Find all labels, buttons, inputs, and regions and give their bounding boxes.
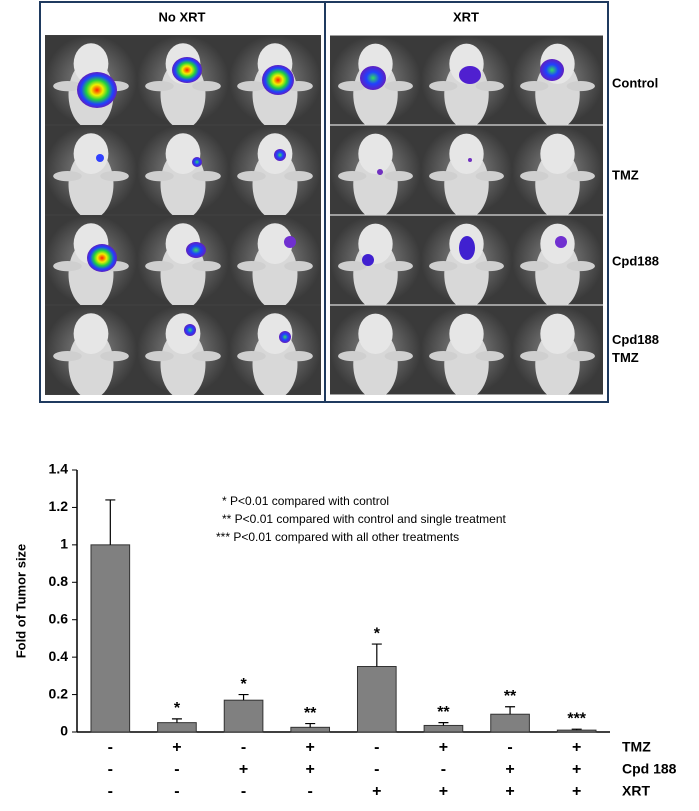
treatment-sign: - <box>108 783 113 800</box>
row-label: Cpd188 TMZ <box>612 332 659 365</box>
treatment-sign: - <box>174 783 179 800</box>
treatment-sign: + <box>505 783 514 800</box>
mouse-images <box>45 35 603 395</box>
treatment-sign: + <box>306 739 315 756</box>
treatment-sign: - <box>241 739 246 756</box>
error-bar <box>505 706 516 715</box>
bar <box>90 544 131 733</box>
treatment-sign: + <box>239 761 248 778</box>
image-panel: No XRT XRT Control TMZ Cpd188 Cpd188 TMZ <box>39 1 659 403</box>
y-axis-title: Fold of Tumor size <box>13 544 28 659</box>
treatment-sign: + <box>172 739 181 756</box>
treatment-sign: + <box>505 761 514 778</box>
error-bar <box>105 499 116 545</box>
error-bar <box>571 728 582 731</box>
bar <box>423 724 464 733</box>
error-bar <box>238 693 249 701</box>
annotation: ** P<0.01 compared with control and sing… <box>222 512 506 526</box>
treatment-sign: - <box>374 739 379 756</box>
treatment-sign: - <box>308 783 313 800</box>
y-tick-label: 0 <box>60 723 68 739</box>
treatment-sign: + <box>572 739 581 756</box>
significance-label: * <box>240 676 247 693</box>
treatment-sign: - <box>108 739 113 756</box>
y-tick-label: 1 <box>60 536 68 552</box>
significance-label: ** <box>437 704 450 721</box>
treatment-sign: + <box>572 761 581 778</box>
row-label: Cpd188 <box>612 253 659 268</box>
treatment-sign: - <box>241 783 246 800</box>
group-label: XRT <box>453 9 479 24</box>
bar <box>556 729 597 733</box>
significance-label: ** <box>504 688 517 705</box>
annotation: *** P<0.01 compared with all other treat… <box>216 530 459 544</box>
treatment-sign: - <box>374 761 379 778</box>
bar <box>356 666 397 733</box>
annotation: * P<0.01 compared with control <box>222 494 389 508</box>
treatment-name: XRT <box>622 783 650 799</box>
row-label: Control <box>612 75 658 90</box>
y-tick-label: 0.6 <box>49 610 69 626</box>
significance-label: *** <box>567 710 586 727</box>
error-bar <box>171 718 182 723</box>
y-tick-label: 0.8 <box>49 573 69 589</box>
bar <box>490 713 530 733</box>
y-tick-label: 0.4 <box>49 648 69 664</box>
significance-label: * <box>374 625 381 642</box>
treatment-sign: + <box>439 783 448 800</box>
group-label: No XRT <box>159 9 206 24</box>
treatment-sign: - <box>441 761 446 778</box>
treatment-sign: - <box>174 761 179 778</box>
significance-label: * <box>174 700 181 717</box>
y-tick-label: 1.2 <box>49 498 69 514</box>
significance-label: ** <box>304 705 317 722</box>
bar <box>290 726 331 733</box>
y-tick-label: 0.2 <box>49 685 69 701</box>
treatment-name: Cpd 188 <box>622 761 677 777</box>
row-label: TMZ <box>612 167 639 182</box>
y-tick-label: 1.4 <box>49 461 69 477</box>
bar <box>223 699 264 733</box>
treatment-sign: - <box>108 761 113 778</box>
error-bar <box>305 722 316 728</box>
treatment-sign: + <box>372 783 381 800</box>
treatment-sign: + <box>439 739 448 756</box>
error-bar <box>371 643 382 667</box>
treatment-sign: - <box>507 739 512 756</box>
treatment-sign: + <box>572 783 581 800</box>
error-bar <box>438 722 449 726</box>
treatment-name: TMZ <box>622 739 651 755</box>
treatment-sign: + <box>306 761 315 778</box>
bar <box>157 722 197 733</box>
